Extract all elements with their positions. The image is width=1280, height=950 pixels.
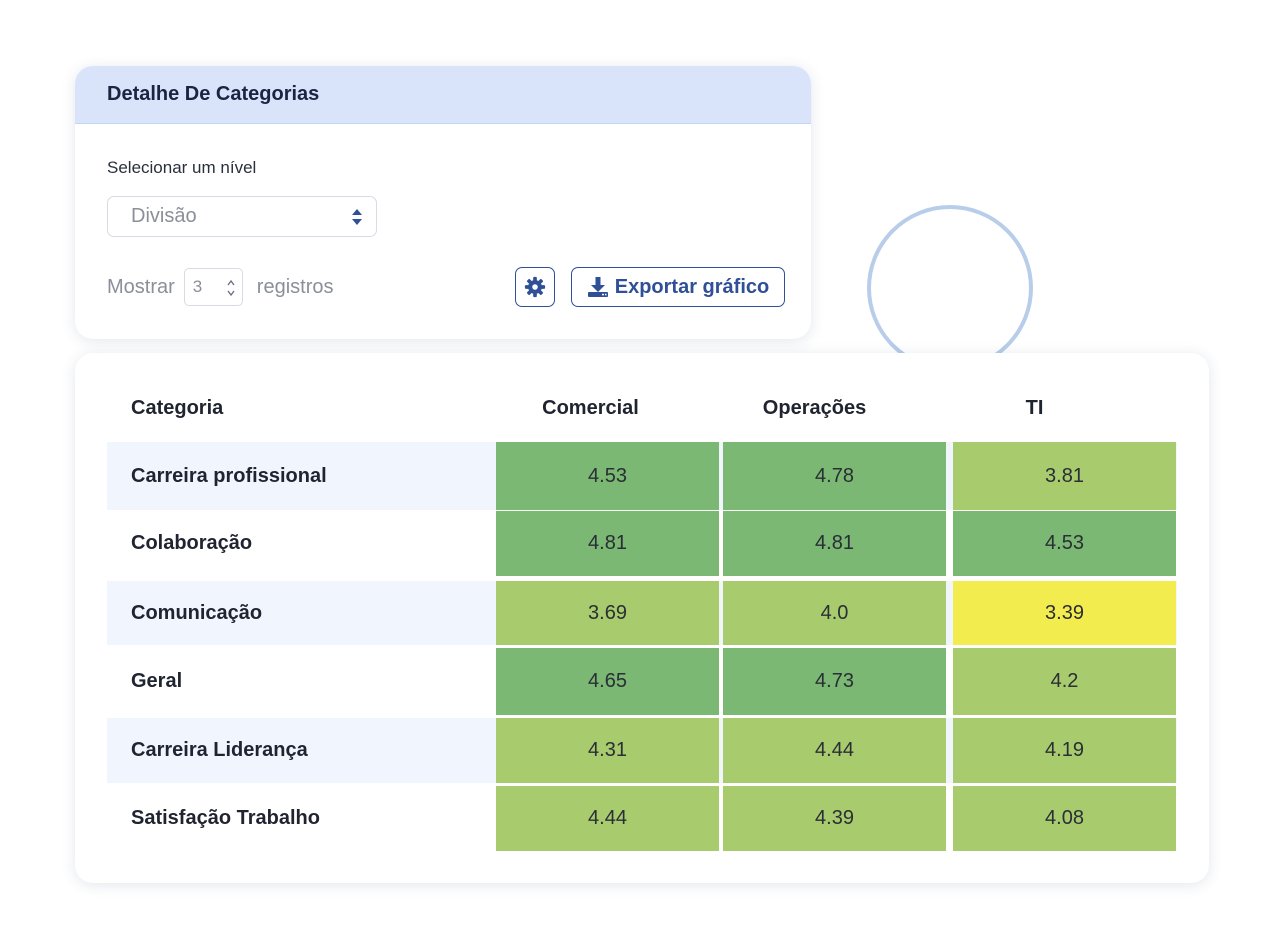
records-label: registros <box>256 275 334 298</box>
heatmap-cell: 3.39 <box>953 581 1176 645</box>
category-detail-panel: Detalhe De Categorias Selecionar um níve… <box>75 66 811 339</box>
records-control: Mostrar 3 registros <box>107 267 334 307</box>
row-category-label: Colaboração <box>131 532 253 554</box>
heatmap-cell: 4.73 <box>723 648 946 715</box>
heatmap-cell: 4.31 <box>496 718 719 783</box>
row-category-label: Comunicação <box>131 601 263 624</box>
header-ti[interactable]: TI <box>1025 397 1044 419</box>
row-category-label: Geral <box>131 670 183 692</box>
records-count-input[interactable]: 3 <box>183 268 243 306</box>
settings-button[interactable] <box>515 267 555 307</box>
heatmap-cell: 4.53 <box>953 511 1176 576</box>
heatmap-cell: 4.65 <box>496 648 719 715</box>
heatmap-cell: 4.19 <box>953 718 1176 783</box>
level-select[interactable]: Divisão <box>107 196 377 237</box>
heatmap-cell: 4.53 <box>496 442 719 510</box>
show-label: Mostrar <box>107 275 175 298</box>
heatmap-cell: 4.0 <box>723 581 946 645</box>
spinner-arrows-icon[interactable] <box>227 278 235 298</box>
level-label: Selecionar um nível <box>107 158 257 177</box>
header-comercial[interactable]: Comercial <box>542 397 639 419</box>
level-select-value: Divisão <box>131 205 197 227</box>
heatmap-cell: 4.44 <box>496 786 719 851</box>
export-chart-button[interactable]: Exportar gráfico <box>571 267 785 307</box>
records-count-value: 3 <box>192 277 203 296</box>
gear-icon <box>524 276 546 298</box>
header-operacoes[interactable]: Operações <box>762 397 867 419</box>
row-category-label: Carreira profissional <box>131 464 327 487</box>
heatmap-cell: 3.81 <box>953 442 1176 510</box>
decorative-circle <box>867 205 1033 371</box>
heatmap-cell: 4.08 <box>953 786 1176 851</box>
heatmap-cell: 4.44 <box>723 718 946 783</box>
heatmap-cell: 4.81 <box>723 511 946 576</box>
heatmap-cell: 4.78 <box>723 442 946 510</box>
export-label: Exportar gráfico <box>614 275 770 298</box>
heatmap-cell: 4.2 <box>953 648 1176 715</box>
heatmap-cell: 4.81 <box>496 511 719 576</box>
heatmap-cell: 4.39 <box>723 786 946 851</box>
row-category-label: Satisfação Trabalho <box>131 807 320 829</box>
panel-title: Detalhe De Categorias <box>75 66 811 124</box>
header-categoria[interactable]: Categoria <box>131 397 224 419</box>
heatmap-cell: 3.69 <box>496 581 719 645</box>
heatmap-table: Categoria Comercial Operações TI Carreir… <box>75 353 1209 883</box>
select-arrows-icon <box>352 209 362 225</box>
download-icon <box>587 277 608 297</box>
row-category-label: Carreira Liderança <box>131 739 308 761</box>
